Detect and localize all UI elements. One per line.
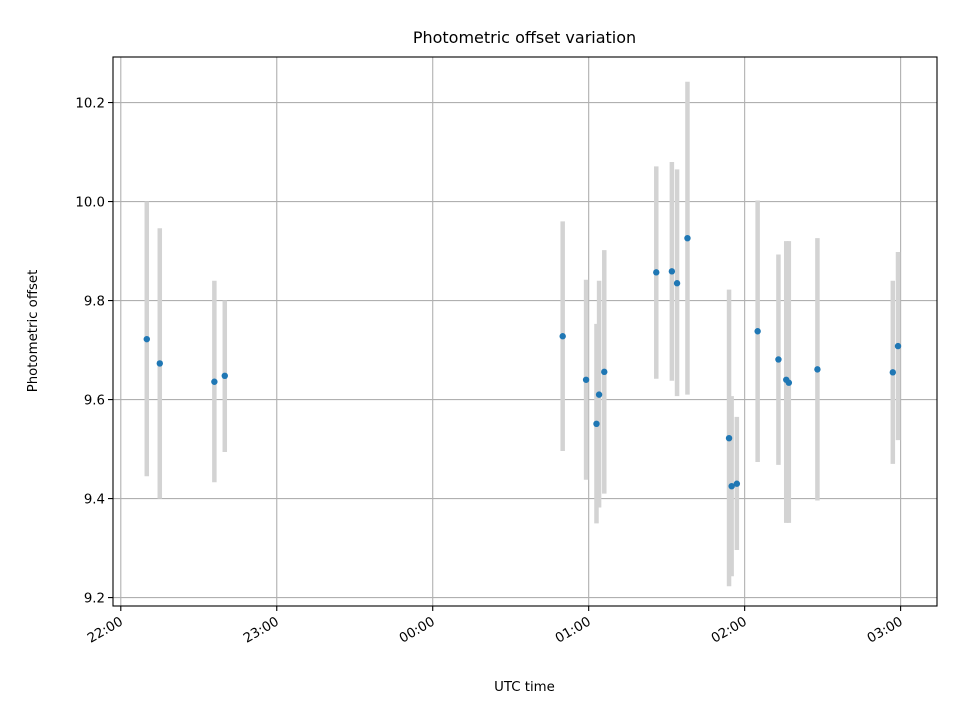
- y-axis-ticks: 9.2 9.4 9.6 9.8 10.0 10.2: [75, 97, 113, 607]
- x-tick-label-0: 22:00: [85, 614, 126, 646]
- data-point-15: [733, 480, 741, 487]
- x-tick-label-1: 23:00: [241, 614, 282, 646]
- data-point-1: [156, 360, 163, 367]
- data-point-2: [211, 378, 218, 385]
- x-axis-ticks: 22:00 23:00 00:00 01:00 02:00 03:00: [85, 606, 906, 647]
- data-point-3: [221, 372, 228, 380]
- data-point-7: [595, 391, 603, 398]
- x-tick-label-5: 03:00: [865, 614, 906, 646]
- data-point-19: [785, 379, 793, 386]
- x-tick-label-3: 01:00: [553, 614, 594, 646]
- data-point-17: [775, 356, 782, 363]
- data-point-6: [593, 420, 600, 428]
- data-point-10: [668, 268, 676, 275]
- data-point-14: [728, 483, 735, 490]
- y-tick-label-5: 10.2: [75, 97, 105, 112]
- y-tick-label-0: 9.2: [84, 592, 105, 607]
- chart-title: Photometric offset variation: [413, 28, 636, 47]
- data-point-8: [601, 368, 608, 376]
- x-tick-label-2: 00:00: [397, 614, 438, 646]
- data-points: [143, 234, 902, 490]
- y-tick-label-3: 9.8: [84, 295, 105, 310]
- grid: [113, 57, 937, 606]
- data-point-5: [582, 376, 590, 383]
- data-point-20: [814, 366, 821, 373]
- x-tick-label-4: 02:00: [709, 614, 750, 646]
- plot-frame: [112, 56, 938, 607]
- data-point-0: [143, 335, 150, 343]
- data-point-12: [684, 234, 691, 242]
- data-point-16: [754, 328, 761, 335]
- data-point-13: [725, 434, 733, 442]
- error-bars: [144, 81, 901, 587]
- y-tick-label-1: 9.4: [84, 493, 105, 508]
- data-point-22: [894, 342, 902, 350]
- data-point-21: [889, 369, 897, 376]
- data-point-11: [673, 280, 681, 287]
- data-point-4: [559, 333, 566, 340]
- y-tick-label-4: 10.0: [75, 196, 105, 211]
- data-point-9: [653, 269, 660, 276]
- x-axis-label: UTC time: [494, 680, 555, 695]
- y-axis-label: Photometric offset: [26, 270, 41, 393]
- y-tick-label-2: 9.6: [84, 394, 105, 409]
